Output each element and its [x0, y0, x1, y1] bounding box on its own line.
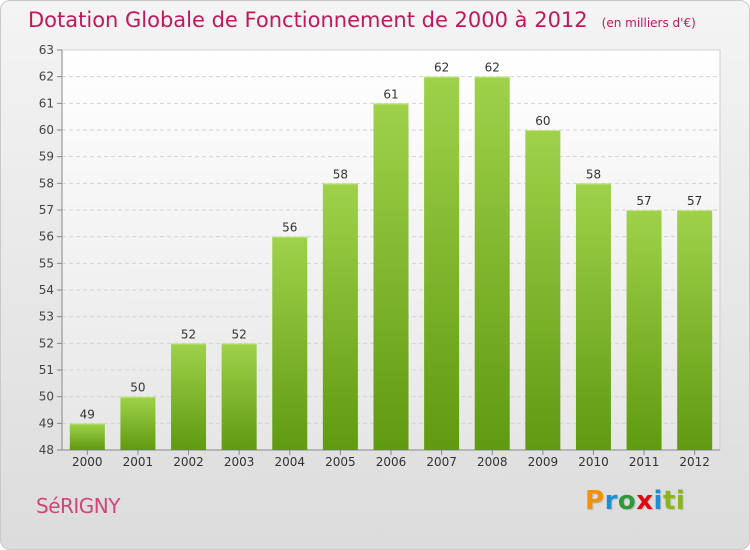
bar	[474, 76, 510, 451]
bar-value-label: 62	[434, 61, 449, 75]
bar	[373, 103, 409, 450]
x-tick-label: 2007	[426, 455, 457, 469]
y-tick-label: 63	[39, 43, 54, 57]
y-tick-label: 51	[39, 363, 54, 377]
y-tick-label: 48	[39, 443, 54, 457]
bar	[677, 210, 713, 450]
bar	[272, 236, 308, 450]
y-tick-label: 62	[39, 70, 54, 84]
bar-value-label: 56	[282, 221, 297, 235]
bar-value-label: 60	[535, 114, 550, 128]
y-tick-label: 54	[39, 283, 54, 297]
chart-title: Dotation Globale de Fonctionnement de 20…	[28, 8, 696, 32]
bar-value-label: 57	[636, 194, 651, 208]
bar-value-label: 57	[687, 194, 702, 208]
bar	[171, 343, 207, 450]
bar	[221, 343, 257, 450]
x-tick-label: 2003	[224, 455, 255, 469]
bar-value-label: 62	[485, 61, 500, 75]
bar-value-label: 52	[181, 327, 196, 341]
bar-value-label: 49	[80, 407, 95, 421]
x-tick-label: 2001	[123, 455, 154, 469]
y-tick-label: 53	[39, 310, 54, 324]
y-tick-label: 56	[39, 230, 54, 244]
bar	[69, 423, 105, 450]
commune-name: SéRIGNY	[36, 494, 120, 518]
y-tick-label: 61	[39, 96, 54, 110]
y-tick-label: 60	[39, 123, 54, 137]
bar	[424, 76, 460, 451]
proxiti-logo: Proxiti	[585, 486, 685, 516]
logo-letter: i	[653, 486, 663, 516]
x-tick-label: 2010	[578, 455, 609, 469]
x-tick-label: 2011	[629, 455, 660, 469]
y-tick-label: 58	[39, 176, 54, 190]
y-tick-label: 55	[39, 256, 54, 270]
bar	[322, 183, 358, 451]
bar-value-label: 50	[130, 381, 145, 395]
x-tick-label: 2002	[173, 455, 204, 469]
x-tick-label: 2008	[477, 455, 508, 469]
bar-value-label: 52	[232, 327, 247, 341]
y-tick-label: 50	[39, 390, 54, 404]
logo-letter: x	[636, 486, 654, 516]
x-tick-label: 2012	[679, 455, 710, 469]
chart-title-text: Dotation Globale de Fonctionnement de 20…	[28, 8, 588, 32]
bar	[626, 210, 662, 450]
bar	[525, 130, 561, 450]
bar	[120, 396, 156, 450]
y-tick-label: 57	[39, 203, 54, 217]
logo-letter: r	[604, 486, 618, 516]
bar-value-label: 58	[333, 167, 348, 181]
y-tick-label: 52	[39, 336, 54, 350]
bar	[575, 183, 611, 451]
bar-value-label: 61	[383, 87, 398, 101]
bar-value-label: 58	[586, 167, 601, 181]
chart-unit: (en milliers d'€)	[601, 16, 696, 30]
logo-letter: P	[585, 486, 605, 516]
x-tick-label: 2005	[325, 455, 356, 469]
y-tick-label: 59	[39, 150, 54, 164]
y-tick-label: 49	[39, 416, 54, 430]
x-tick-label: 2009	[528, 455, 559, 469]
x-tick-label: 2006	[376, 455, 407, 469]
x-tick-label: 2004	[274, 455, 305, 469]
x-tick-label: 2000	[72, 455, 103, 469]
logo-letter: o	[617, 486, 637, 516]
logo-letter: ti	[662, 486, 686, 516]
